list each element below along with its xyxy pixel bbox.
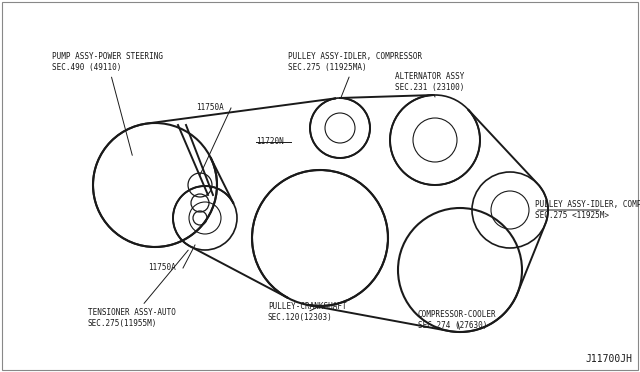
Text: PULLEY-CRANKSHAFT
SEC.120(12303): PULLEY-CRANKSHAFT SEC.120(12303) [268,302,347,322]
Text: TENSIONER ASSY-AUTO
SEC.275(11955M): TENSIONER ASSY-AUTO SEC.275(11955M) [88,250,188,328]
Text: 11750A: 11750A [196,103,224,112]
Text: ALTERNATOR ASSY
SEC.231 (23100): ALTERNATOR ASSY SEC.231 (23100) [395,72,465,97]
Text: PULLEY ASSY-IDLER, COMPRESSOR
SEC.275 <11925M>: PULLEY ASSY-IDLER, COMPRESSOR SEC.275 <1… [535,200,640,220]
Text: PUMP ASSY-POWER STEERING
SEC.490 (49110): PUMP ASSY-POWER STEERING SEC.490 (49110) [52,52,163,155]
Text: COMPRESSOR-COOLER
SEC.274 (27630): COMPRESSOR-COOLER SEC.274 (27630) [418,310,497,330]
Text: 11720N: 11720N [256,138,284,147]
Text: J11700JH: J11700JH [585,354,632,364]
Text: PULLEY ASSY-IDLER, COMPRESSOR
SEC.275 (11925MA): PULLEY ASSY-IDLER, COMPRESSOR SEC.275 (1… [288,52,422,97]
Text: 11750A: 11750A [148,263,176,273]
